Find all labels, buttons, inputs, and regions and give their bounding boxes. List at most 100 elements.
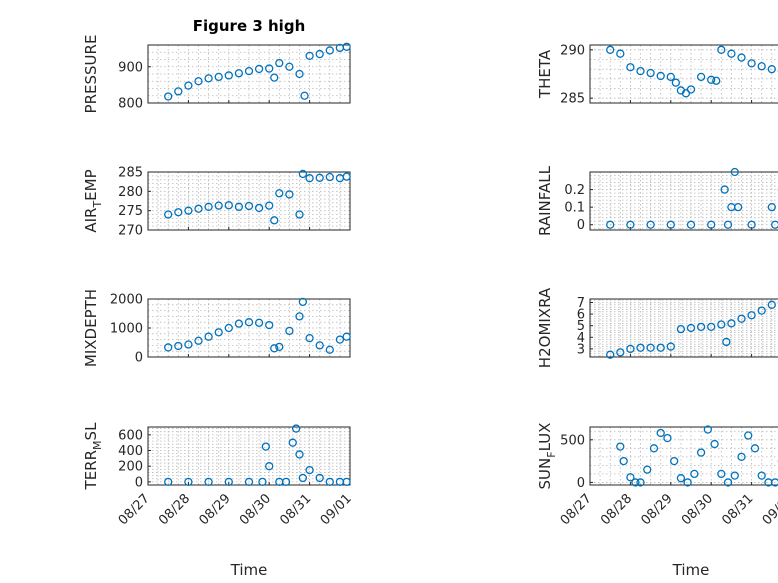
- data-point: [261, 442, 270, 451]
- data-point: [666, 220, 675, 229]
- data-point: [643, 465, 652, 474]
- data-point: [631, 478, 640, 487]
- data-point: [295, 450, 304, 459]
- data-point: [291, 424, 301, 433]
- data-point: [305, 465, 314, 475]
- data-point: [771, 220, 778, 229]
- data-point: [214, 201, 223, 210]
- y-tick-label: 280: [118, 185, 143, 200]
- y-tick-label: 0: [135, 475, 143, 490]
- data-point: [305, 333, 314, 343]
- data-point: [254, 64, 264, 74]
- data-point: [606, 350, 615, 359]
- data-point: [325, 172, 334, 182]
- data-point: [270, 344, 279, 353]
- y-tick-label: 0.2: [564, 183, 585, 198]
- data-point: [767, 300, 776, 309]
- data-point: [342, 172, 351, 181]
- data-point: [270, 73, 279, 82]
- data-point: [164, 210, 173, 219]
- y-tick-label: 600: [118, 428, 143, 443]
- data-point: [254, 203, 264, 213]
- y-tick-label: 400: [118, 444, 143, 459]
- data-point: [671, 78, 680, 87]
- data-point: [342, 42, 351, 51]
- data-point: [656, 428, 665, 438]
- data-point: [184, 81, 193, 90]
- data-point: [737, 452, 746, 462]
- y-tick-label: 0.1: [564, 201, 585, 216]
- x-tick-label: 08/27: [116, 491, 153, 528]
- data-point: [214, 72, 223, 82]
- data-point: [747, 59, 756, 68]
- x-tick-label: 08/28: [598, 491, 635, 528]
- data-point: [722, 337, 731, 347]
- data-point: [666, 342, 675, 351]
- y-axis-label: TERRMSL: [82, 422, 104, 491]
- y-tick-label: 500: [560, 433, 585, 448]
- y-axis-label: PRESSURE: [82, 35, 100, 114]
- data-point: [194, 77, 203, 86]
- axes-box: [589, 426, 778, 486]
- data-point: [626, 344, 635, 354]
- data-point: [690, 469, 699, 479]
- data-point: [275, 58, 284, 68]
- data-point: [315, 341, 324, 350]
- data-point: [730, 471, 739, 480]
- data-point: [335, 335, 345, 344]
- axes-box: [589, 298, 778, 358]
- y-tick-label: 1000: [110, 322, 143, 337]
- data-point: [224, 201, 233, 210]
- data-point: [696, 448, 706, 457]
- data-point: [234, 202, 244, 211]
- data-point: [606, 220, 615, 229]
- data-point: [184, 477, 193, 487]
- data-point: [717, 320, 726, 329]
- data-point: [244, 477, 254, 487]
- data-point: [315, 473, 324, 483]
- data-point: [737, 53, 746, 62]
- data-point: [295, 69, 304, 79]
- data-point: [696, 322, 706, 331]
- subplot-theta: 285 290 THETA: [536, 43, 778, 107]
- data-point: [606, 45, 615, 54]
- data-point: [723, 478, 733, 487]
- data-point: [295, 312, 304, 321]
- x-tick-label: 08/28: [156, 491, 193, 528]
- data-point: [184, 206, 193, 215]
- data-point: [696, 72, 706, 82]
- y-axis-label: AIRTEMP: [82, 169, 104, 232]
- plot-area: [590, 45, 778, 103]
- data-point: [254, 318, 264, 327]
- subplot-rainfall: 0 0.1 0.2 RAINFALL: [536, 165, 778, 236]
- x-tick-label: 08/30: [679, 491, 716, 528]
- data-point: [265, 320, 274, 330]
- y-tick-label: 800: [118, 97, 143, 112]
- data-point: [244, 66, 254, 76]
- y-tick-label: 285: [118, 166, 143, 181]
- y-axis-label: H2OMIXRA: [536, 287, 554, 368]
- data-point: [164, 343, 173, 352]
- data-point: [224, 477, 233, 487]
- data-point: [285, 62, 294, 71]
- data-point: [325, 46, 334, 55]
- data-point: [305, 174, 314, 183]
- data-point: [727, 319, 736, 328]
- data-point: [636, 478, 645, 487]
- data-point: [174, 341, 183, 351]
- x-axis-label-right: Time: [672, 561, 710, 579]
- y-axis-label-main: AIR: [82, 208, 100, 233]
- data-point: [646, 343, 655, 352]
- y-tick-label: 5: [577, 319, 585, 334]
- y-tick-label: 900: [118, 60, 143, 75]
- data-point: [194, 336, 203, 345]
- data-point: [703, 425, 712, 434]
- data-point: [275, 189, 284, 198]
- y-tick-label: 3: [577, 342, 585, 357]
- data-point: [676, 474, 686, 483]
- data-point: [730, 167, 739, 177]
- data-point: [757, 306, 766, 315]
- y-axis-label-main: SUN: [536, 458, 554, 490]
